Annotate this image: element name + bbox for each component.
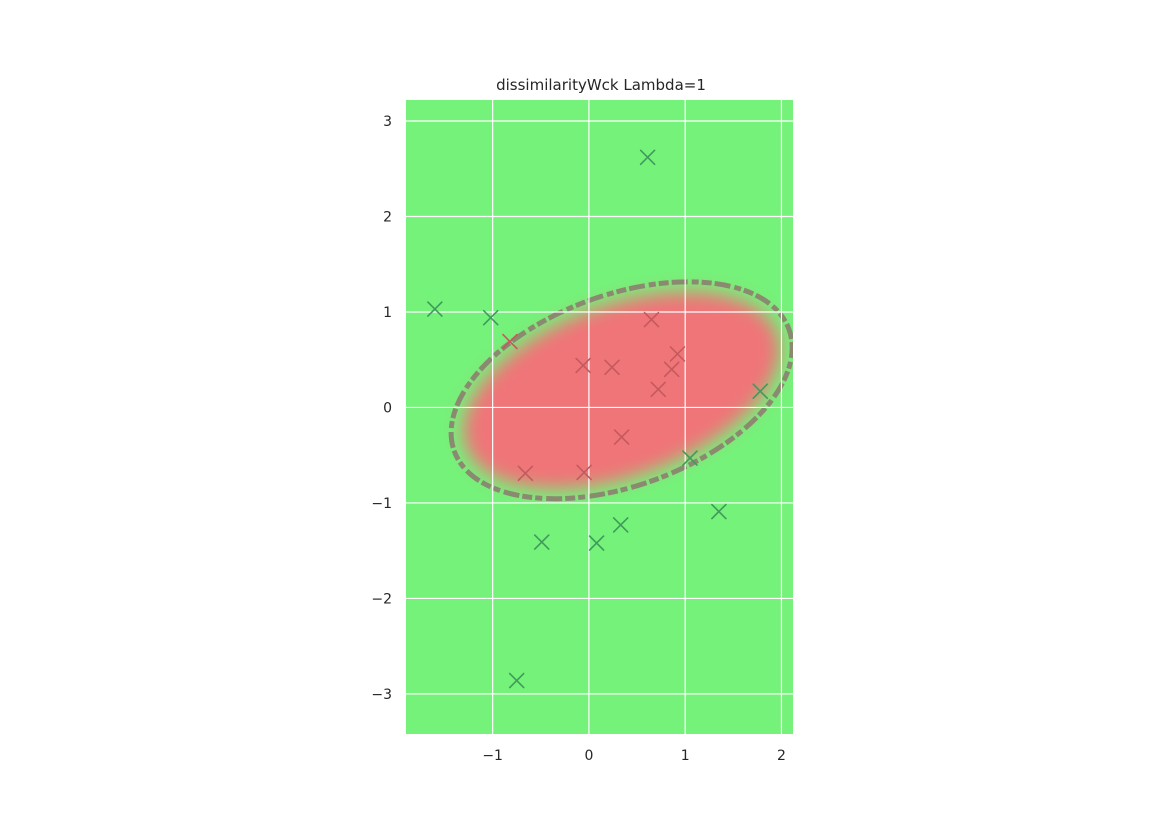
plot-area <box>406 100 793 734</box>
data-points <box>427 149 769 689</box>
data-point <box>663 361 680 378</box>
data-point <box>643 311 660 328</box>
data-point <box>588 535 605 551</box>
data-point <box>508 672 525 689</box>
y-axis: −3 −2 −1 0 1 2 3 <box>371 114 392 703</box>
data-point <box>604 359 620 376</box>
grid-lines <box>406 100 793 734</box>
y-tick-label: 0 <box>383 400 392 416</box>
x-tick-label: −1 <box>482 748 503 764</box>
data-point <box>639 149 656 166</box>
data-point <box>682 450 698 466</box>
y-tick-label: −1 <box>371 496 392 512</box>
x-tick-label: 1 <box>681 748 690 764</box>
y-tick-label: −2 <box>371 591 392 607</box>
y-tick-label: 1 <box>383 305 392 321</box>
data-point <box>576 464 592 481</box>
decision-region <box>463 291 781 489</box>
chart-title: dissimilarityWck Lambda=1 <box>496 76 706 94</box>
data-point <box>612 517 629 533</box>
x-axis: −1 0 1 2 <box>482 748 786 764</box>
x-tick-label: 0 <box>584 748 593 764</box>
data-point <box>650 381 667 398</box>
data-point <box>533 534 550 550</box>
x-tick-label: 2 <box>777 748 786 764</box>
y-tick-label: 2 <box>383 209 392 225</box>
y-tick-label: 3 <box>383 114 392 130</box>
data-point <box>711 503 727 520</box>
data-point <box>482 309 499 326</box>
data-point <box>669 346 686 362</box>
data-point <box>613 429 630 445</box>
data-point <box>752 383 769 400</box>
y-tick-label: −3 <box>371 687 392 703</box>
data-point <box>502 333 518 350</box>
data-point <box>575 357 591 374</box>
data-point <box>427 301 443 317</box>
data-point <box>517 465 534 482</box>
